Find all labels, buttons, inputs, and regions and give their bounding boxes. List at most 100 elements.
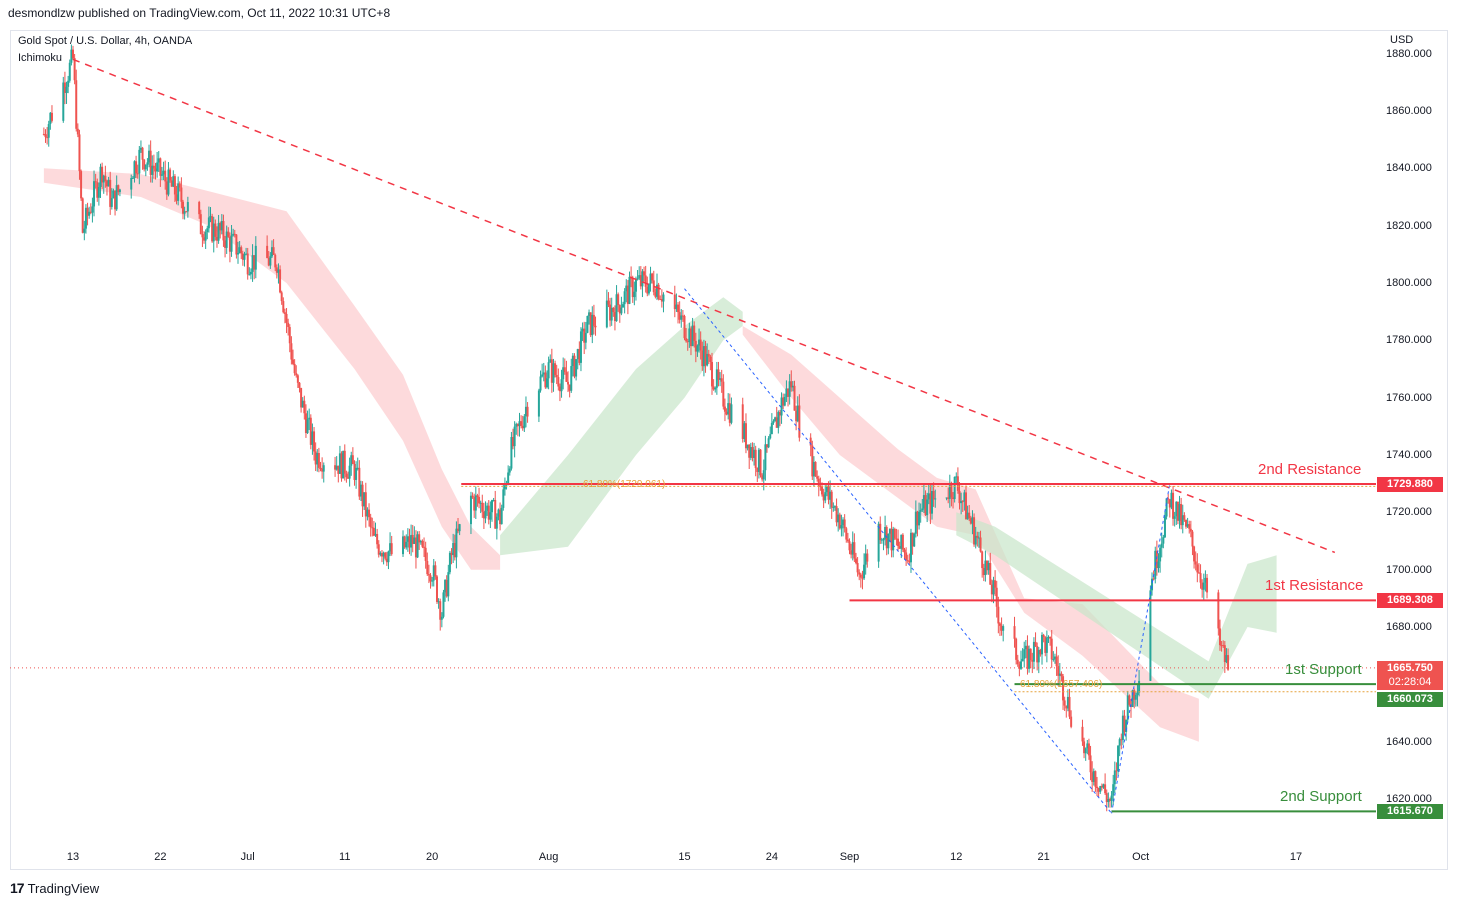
- candle-body: [620, 307, 623, 314]
- candle-body: [503, 485, 506, 490]
- candle-body: [1053, 656, 1056, 659]
- candle-body: [947, 497, 950, 499]
- candle-body: [183, 211, 186, 214]
- x-tick-label: 15: [678, 851, 691, 863]
- candle-body: [243, 254, 246, 260]
- candle-body: [148, 150, 151, 163]
- candle-body: [211, 216, 214, 242]
- candle-body: [418, 534, 421, 543]
- candle-body: [594, 325, 597, 328]
- candle-body: [175, 194, 178, 201]
- candle-body: [693, 325, 696, 341]
- candle-body: [224, 240, 227, 248]
- candle-body: [154, 168, 157, 172]
- candle-body: [232, 233, 235, 236]
- candle-body: [677, 304, 680, 313]
- candle-body: [1180, 504, 1183, 526]
- y-tick-label: 1640.000: [1386, 735, 1432, 748]
- x-tick-label: Oct: [1132, 851, 1150, 863]
- candle-body: [838, 514, 841, 529]
- candle-body: [72, 49, 74, 59]
- candle-body: [778, 412, 781, 416]
- candle-body: [1151, 578, 1154, 591]
- candle-body: [431, 580, 434, 582]
- x-tick-label: 24: [765, 851, 778, 863]
- candle-body: [304, 413, 307, 434]
- candle-body: [906, 560, 909, 562]
- symbol-legend[interactable]: Gold Spot / U.S. Dollar, 4h, OANDA: [18, 35, 193, 47]
- countdown-badge: 02:28:04: [1377, 675, 1443, 690]
- candle-body: [426, 560, 429, 575]
- candle-body: [790, 381, 793, 388]
- candle-body: [274, 254, 277, 268]
- candle-body: [549, 359, 552, 363]
- candle-body: [283, 312, 286, 314]
- candle-body: [646, 286, 649, 294]
- candle-body: [680, 315, 683, 320]
- candle-body: [1149, 590, 1152, 681]
- indicator-legend[interactable]: Ichimoku: [18, 52, 63, 64]
- candle-body: [379, 553, 382, 555]
- candle-body: [266, 245, 269, 259]
- candle-body: [1028, 648, 1031, 669]
- candle-body: [744, 423, 747, 449]
- candle-body: [856, 563, 859, 573]
- candle-body: [783, 397, 786, 406]
- candle-body: [502, 489, 505, 508]
- candle-body: [246, 253, 249, 275]
- y-tick-label: 1880.000: [1386, 47, 1432, 60]
- candle-body: [369, 517, 372, 528]
- candle-body: [798, 405, 801, 438]
- tradingview-logo[interactable]: 17 TradingView: [10, 880, 99, 896]
- candle-body: [685, 338, 688, 342]
- candle-body: [287, 322, 290, 328]
- candle-body: [151, 165, 154, 175]
- candle-body: [764, 444, 767, 471]
- x-tick-label: 17: [1289, 851, 1303, 863]
- candle-body: [660, 299, 663, 302]
- candle-body: [1165, 498, 1168, 517]
- candle-body: [825, 486, 828, 493]
- candle-body: [99, 166, 102, 188]
- candle-body: [1047, 636, 1050, 638]
- candle-body: [854, 558, 857, 564]
- candle-body: [335, 465, 338, 470]
- candle-body: [1184, 519, 1187, 527]
- candle-body: [1050, 638, 1053, 660]
- candle-body: [445, 580, 448, 597]
- candle-body: [884, 526, 887, 540]
- candle-body: [770, 422, 773, 435]
- candle-body: [1160, 543, 1163, 548]
- candle-body: [911, 532, 914, 547]
- candle-body: [769, 434, 772, 439]
- candle-body: [1167, 498, 1170, 500]
- candle-body: [722, 381, 725, 407]
- candle-body: [986, 560, 989, 571]
- candle-body: [110, 198, 113, 207]
- candle-body: [822, 494, 825, 501]
- candle-body: [1087, 743, 1090, 756]
- candle-body: [313, 431, 316, 452]
- candle-body: [380, 553, 383, 557]
- candle-body: [458, 524, 461, 532]
- candle-body: [91, 206, 94, 213]
- candle-body: [903, 549, 906, 553]
- candle-body: [1118, 739, 1121, 746]
- candle-body: [133, 161, 136, 178]
- candle-body: [457, 528, 460, 532]
- candle-body: [1175, 501, 1178, 517]
- candle-body: [416, 534, 419, 558]
- candle-body: [814, 461, 817, 477]
- candle-body: [169, 169, 172, 181]
- candle-body: [429, 575, 432, 582]
- y-tick-label: 1760.000: [1386, 391, 1432, 404]
- candle-body: [432, 565, 435, 581]
- candle-body: [76, 128, 79, 135]
- candle-body: [964, 492, 967, 520]
- candle-body: [136, 173, 139, 175]
- candle-body: [918, 511, 921, 526]
- candle-body: [746, 444, 749, 449]
- candle-body: [727, 403, 730, 415]
- candle-body: [578, 349, 581, 363]
